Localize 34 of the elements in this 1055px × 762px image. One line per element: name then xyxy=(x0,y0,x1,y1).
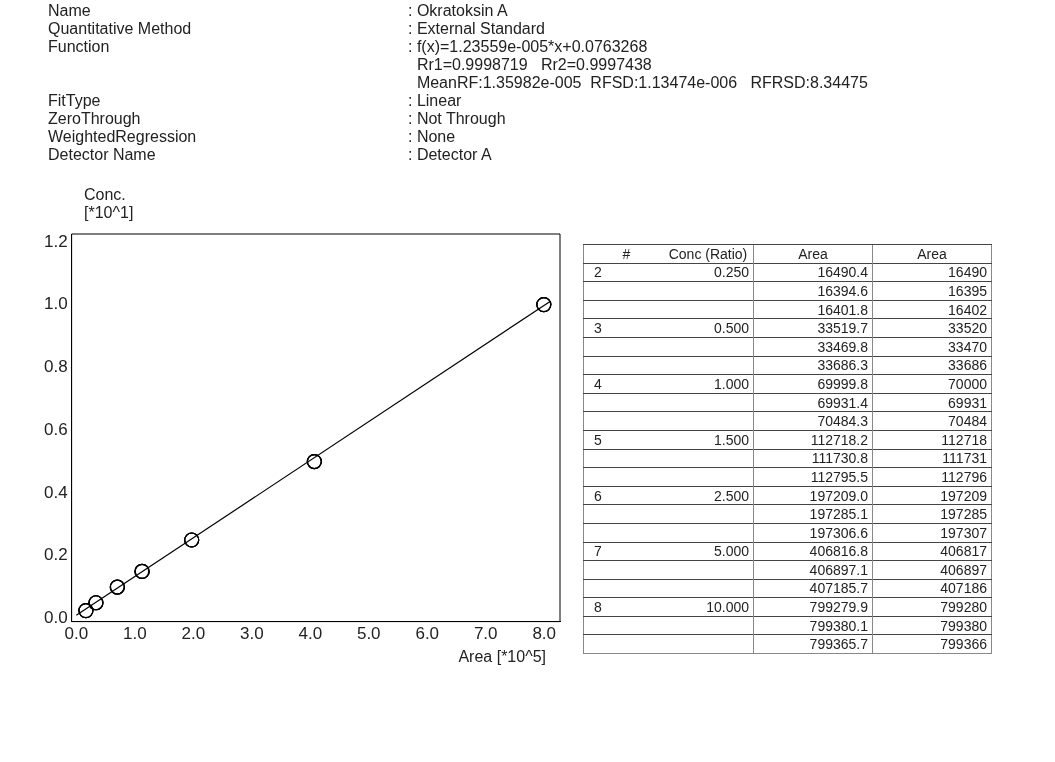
text: Conc (Ratio) 0.250 0.500 1.000 1.500 2.500 5.000 10.000 xyxy=(668,245,749,616)
x-tick-label: 3.0 xyxy=(239,624,264,644)
text: : External Standard xyxy=(408,20,545,38)
text: Area 16490 16395 16402 33520 33470 33686 70000 69931 70484 112718 111731 112796 197209 197285 197307 406817 406897 407186 799280 799380 799366 xyxy=(917,245,987,653)
text: : Not Through xyxy=(408,110,506,128)
y-tick-label: 0.6 xyxy=(43,419,68,439)
text: Quantitative Method xyxy=(48,20,193,38)
text: ZeroThrough xyxy=(48,110,142,128)
text: Function xyxy=(48,38,111,57)
x-tick-label: 5.0 xyxy=(356,624,381,644)
text: Name xyxy=(48,2,92,20)
x-tick-label: 2.0 xyxy=(181,624,206,644)
y-tick-label: 1.0 xyxy=(43,294,68,314)
x-tick-label: 4.0 xyxy=(298,624,323,644)
x-axis-title: Area [*10^5] xyxy=(457,648,546,666)
x-tick-label: 1.0 xyxy=(122,624,147,644)
text: Area 16490.4 16394.6 16401.8 33519.7 33469.8 33686.3 69999.8 69931.4 70484.3 112718.2 111730.8 112795.5 197209.0 197285.1 197306.6 406816.8 406897.1 407185.7 799279.9 799380.1 799365.7 xyxy=(798,245,868,653)
text: WeightedRegression xyxy=(48,128,198,146)
text: # 2 3 4 5 6 7 8 xyxy=(594,245,631,616)
y-axis-title: Conc. [*10^1] xyxy=(84,186,134,222)
text: : Okratoksin A xyxy=(408,2,508,20)
text: : Detector A xyxy=(408,146,492,164)
y-tick-label: 0.8 xyxy=(43,357,68,377)
text: : Linear xyxy=(408,92,462,110)
x-tick-label: 7.0 xyxy=(473,624,498,644)
x-tick-label: 6.0 xyxy=(415,624,440,644)
x-tick-label: 8.0 xyxy=(532,624,557,644)
text: Detector Name xyxy=(48,146,157,164)
y-tick-label: 0.4 xyxy=(43,482,68,502)
y-tick-label: 1.2 xyxy=(43,231,68,251)
y-tick-label: 0.2 xyxy=(43,545,68,565)
text: : f(x)=1.23559e-005*x+0.0763268 Rr1=0.9998719 Rr2=0.9997438 MeanRF:1.35982e-005 RFSD:1.13474e-006 RFRSD:8.34475 xyxy=(408,38,868,92)
text: FitType xyxy=(48,92,102,110)
text: : None xyxy=(408,128,456,146)
